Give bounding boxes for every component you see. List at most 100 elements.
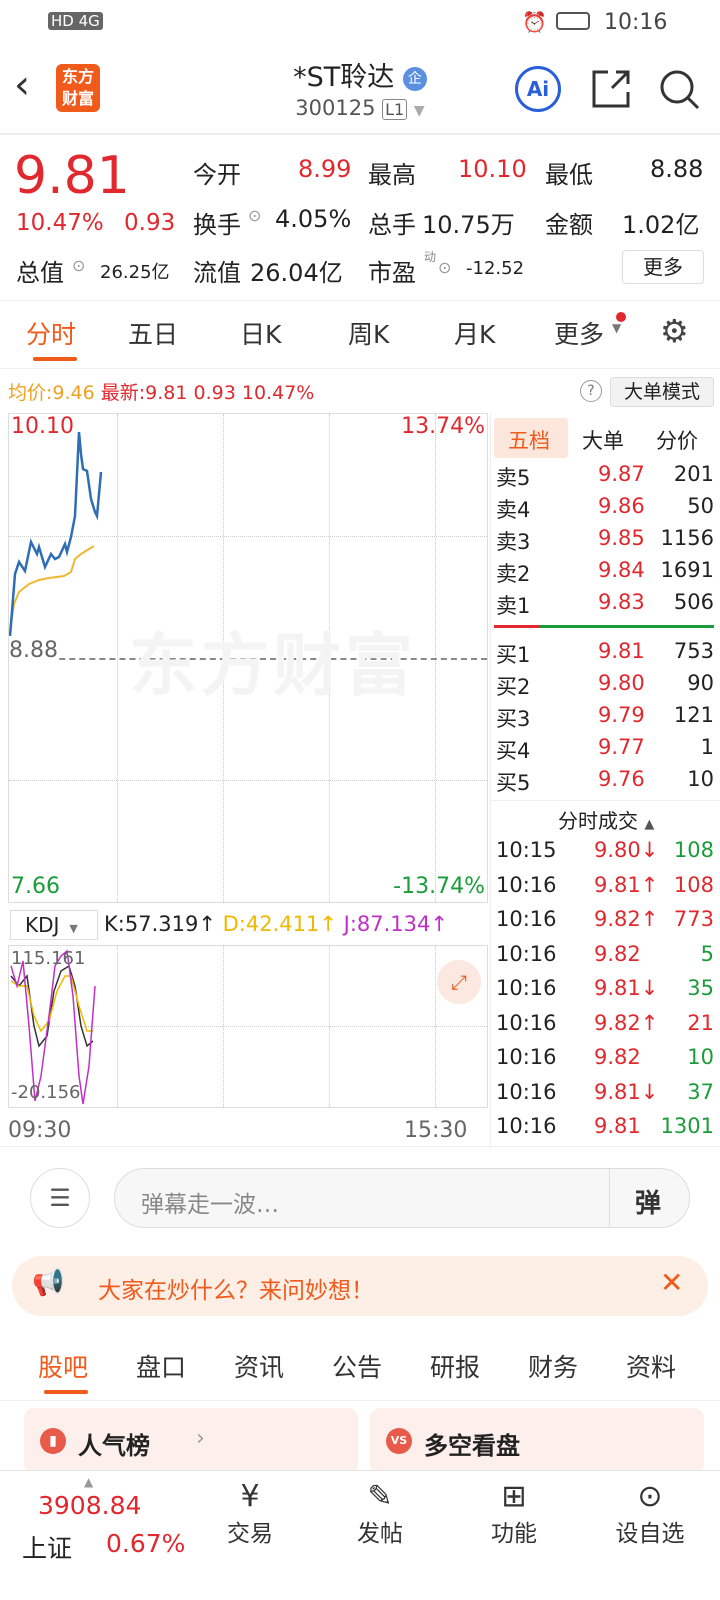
card-label: 人气榜: [78, 1432, 150, 1460]
info-icon[interactable]: ⊙: [248, 206, 262, 225]
level-label: 买5: [496, 771, 531, 795]
info-icon[interactable]: ⊙: [72, 256, 86, 275]
tab-price-dist[interactable]: 分价: [656, 429, 698, 453]
hd-icon: HD 4G: [48, 12, 103, 30]
level-price: 9.83: [598, 590, 645, 614]
tab-profile[interactable]: 资料: [626, 1353, 677, 1382]
level-label: 卖5: [496, 466, 531, 490]
pe-label: 市盈: [368, 259, 416, 287]
caret-up-icon: ▲: [644, 817, 655, 832]
level-price: 9.84: [598, 558, 645, 582]
tab-intraday[interactable]: 分时: [26, 320, 77, 349]
bottom-price-label: 7.66: [11, 874, 60, 899]
orderbook-row: 买1 9.81 753: [0, 639, 720, 669]
kdj-d: D:42.411↑: [222, 912, 337, 936]
kdj-min-label: -20.156: [11, 1082, 81, 1103]
tab-five-levels[interactable]: 五档: [508, 429, 550, 453]
tab-guba[interactable]: 股吧: [38, 1353, 89, 1382]
divider: [0, 368, 720, 369]
card-popularity[interactable]: ▮ 人气榜 ›: [24, 1408, 358, 1474]
back-icon[interactable]: ‹: [14, 62, 30, 108]
float-value: 26.04亿: [250, 259, 343, 287]
trade-volume: 108: [673, 872, 714, 897]
amount-value: 1.02亿: [622, 211, 700, 239]
divider: [0, 300, 720, 301]
level-price: 9.81: [598, 639, 645, 663]
indicator-select[interactable]: KDJ ▼: [10, 910, 98, 940]
indicator-label: KDJ: [25, 913, 60, 937]
tab-research[interactable]: 研报: [430, 1353, 481, 1382]
tab-5day[interactable]: 五日: [128, 320, 179, 349]
latest-percent: 10.47%: [241, 382, 315, 404]
expand-icon[interactable]: ⤢: [437, 960, 481, 1004]
danmu-input[interactable]: 弹幕走一波… 弹: [114, 1168, 690, 1228]
tab-pankou[interactable]: 盘口: [136, 1353, 187, 1382]
dropdown-icon[interactable]: ▼: [413, 103, 425, 119]
nav-add-watchlist[interactable]: ⊙ 设自选: [600, 1479, 700, 1548]
intraday-chart[interactable]: 东方财富 10.10 13.74% 8.88 7.66 -13.74%: [8, 413, 488, 903]
trade-time: 10:15: [496, 838, 557, 862]
tab-big-orders[interactable]: 大单: [582, 429, 624, 453]
index-value[interactable]: 3908.84: [38, 1491, 142, 1520]
share-icon[interactable]: [590, 68, 632, 110]
tab-more[interactable]: 更多: [554, 320, 605, 349]
tab-announcements[interactable]: 公告: [332, 1353, 383, 1382]
search-icon[interactable]: [658, 68, 702, 112]
stock-code: 300125: [295, 96, 376, 120]
turnover-label: 换手: [193, 211, 241, 239]
trades-title[interactable]: 分时成交 ▲: [558, 805, 654, 834]
level-price: 9.80: [598, 671, 645, 695]
level-volume: 753: [673, 639, 714, 663]
trade-time: 10:16: [496, 1010, 557, 1035]
danmu-toggle[interactable]: 弹: [635, 1189, 662, 1219]
more-button[interactable]: 更多: [622, 250, 704, 284]
kdj-chart[interactable]: 115.161 -20.156 ⤢: [8, 945, 488, 1108]
avg-label: 均价:: [8, 382, 53, 404]
grid-icon: ⊞: [501, 1479, 527, 1514]
settings-icon[interactable]: ⚙: [660, 312, 689, 350]
trade-price: 9.82: [594, 1045, 641, 1069]
tab-monthly-k[interactable]: 月K: [454, 320, 496, 349]
help-icon[interactable]: ?: [580, 380, 602, 402]
kdj-lines: [10, 949, 96, 1105]
notes-icon[interactable]: ☰: [30, 1168, 90, 1228]
trade-price: 9.81: [594, 1114, 641, 1138]
level-label: 买2: [496, 675, 531, 699]
nav-trade[interactable]: ¥ 交易: [210, 1479, 290, 1548]
banner-text: 大家在炒什么？来问妙想！: [98, 1278, 374, 1304]
stock-name: *ST聆达: [293, 62, 395, 93]
high-label: 最高: [368, 161, 416, 189]
info-icon[interactable]: ⊙: [438, 258, 452, 277]
tab-weekly-k[interactable]: 周K: [348, 320, 390, 349]
pe-sup: 动: [424, 250, 437, 264]
ai-banner[interactable]: 📢 大家在炒什么？来问妙想！ ✕: [12, 1256, 708, 1316]
trade-time: 10:16: [496, 1114, 557, 1138]
trade-time: 10:16: [496, 976, 557, 1000]
tab-bg: [494, 418, 568, 458]
nav-label: 功能: [491, 1521, 537, 1547]
divider: [0, 133, 720, 135]
kdj-max-label: 115.161: [11, 948, 86, 969]
divider: [490, 413, 491, 1148]
tab-daily-k[interactable]: 日K: [240, 320, 282, 349]
float-label: 流值: [193, 259, 241, 287]
trade-row: 10:16 9.81↓ 37: [0, 1080, 720, 1110]
low-value: 8.88: [650, 155, 704, 183]
stock-code-row[interactable]: 300125 L1 ▼: [0, 96, 720, 120]
tab-news[interactable]: 资讯: [234, 1353, 285, 1382]
close-icon[interactable]: ✕: [660, 1266, 684, 1299]
trade-row: 10:16 9.82 10: [0, 1045, 720, 1075]
divider: [609, 1169, 610, 1227]
divider: [490, 800, 720, 801]
card-bull-bear[interactable]: VS 多空看盘: [370, 1408, 704, 1474]
trade-row: 10:16 9.81↑ 108: [0, 873, 720, 903]
big-order-mode-button[interactable]: 大单模式: [610, 377, 714, 407]
nav-post[interactable]: ✎ 发帖: [340, 1479, 420, 1548]
tab-finance[interactable]: 财务: [528, 1353, 579, 1382]
divider: [0, 1146, 720, 1147]
chart-icon: ▮: [40, 1428, 66, 1454]
nav-functions[interactable]: ⊞ 功能: [474, 1479, 554, 1548]
price-line-chart: [9, 431, 103, 637]
level-volume: 1156: [660, 526, 714, 550]
ai-button[interactable]: Ai: [515, 66, 561, 112]
